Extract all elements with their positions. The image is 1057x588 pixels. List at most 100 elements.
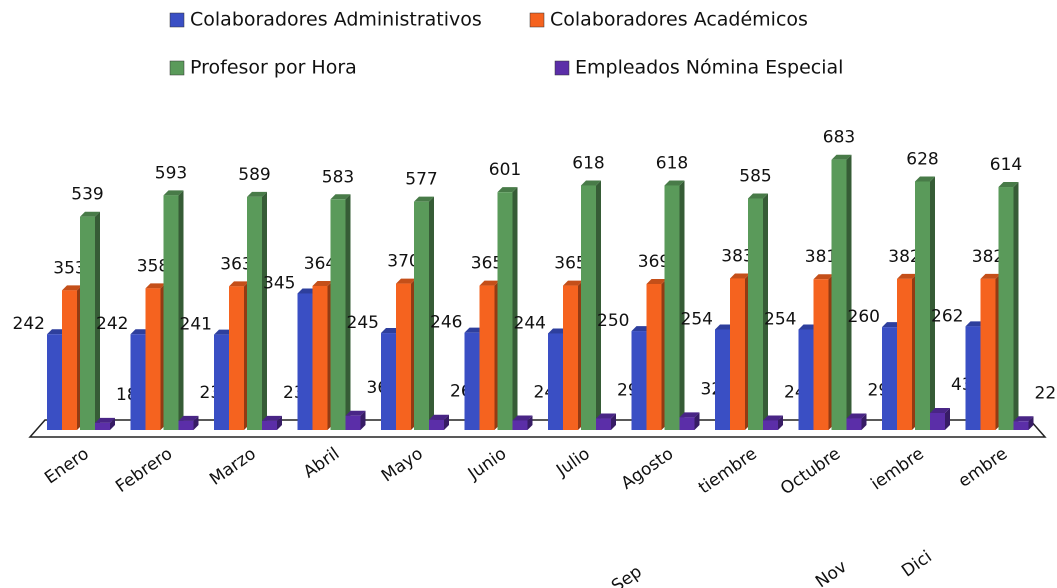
bar-top: [679, 412, 700, 418]
data-label: 382: [888, 247, 920, 267]
bar-side: [611, 413, 616, 430]
annotation: Dici: [898, 547, 936, 582]
bar: [980, 278, 996, 430]
bar-top: [646, 278, 667, 284]
bar-side: [262, 191, 267, 430]
bar: [512, 420, 528, 430]
bar-top: [497, 187, 518, 193]
data-label: 260: [848, 307, 880, 327]
data-label: 583: [322, 167, 354, 187]
bar-top: [664, 180, 685, 186]
data-label: 22: [1035, 383, 1057, 403]
bar: [414, 201, 429, 430]
bar-side: [861, 413, 867, 430]
bar-top: [345, 410, 366, 416]
annotation: Sep: [608, 562, 646, 588]
bar: [748, 198, 763, 430]
bar-top: [62, 285, 82, 291]
bar-side: [193, 415, 199, 430]
data-label: 365: [554, 254, 586, 274]
data-label: 364: [304, 254, 336, 274]
bar-top: [229, 281, 249, 287]
bar: [47, 334, 62, 430]
bar: [581, 185, 596, 430]
bar: [813, 279, 829, 430]
x-tick-label: Julio: [552, 444, 593, 481]
bar: [631, 331, 647, 430]
bar-top: [596, 413, 616, 419]
data-label: 593: [155, 163, 187, 183]
bar: [798, 329, 814, 430]
x-tick-label: Octubre: [777, 444, 844, 499]
bar: [145, 288, 161, 430]
bar: [297, 293, 313, 430]
bar: [62, 290, 77, 430]
data-label: 370: [387, 252, 419, 272]
bar: [178, 420, 194, 430]
legend-label: Colaboradores Administrativos: [190, 9, 482, 31]
data-label: 383: [721, 246, 753, 266]
bar-side: [178, 190, 184, 430]
bar-top: [95, 417, 115, 423]
data-label: 363: [220, 254, 252, 274]
bar-side: [444, 414, 449, 430]
bar-side: [694, 412, 700, 430]
x-tick-label: Marzo: [206, 444, 260, 490]
bar-top: [813, 274, 834, 280]
bar-top: [897, 273, 917, 279]
data-label: 683: [823, 128, 855, 148]
bar-top: [330, 194, 351, 200]
bar: [345, 415, 361, 430]
bar-side: [527, 415, 533, 430]
legend-swatch: [529, 12, 545, 28]
bar-side: [512, 187, 518, 430]
data-label: 254: [764, 309, 796, 329]
bar-top: [414, 196, 434, 202]
data-label: 577: [405, 170, 437, 190]
data-label: 358: [137, 256, 169, 276]
bar-top: [581, 180, 601, 186]
data-label: 250: [597, 311, 629, 331]
bar: [715, 329, 730, 430]
data-label: 369: [638, 252, 670, 272]
bar-top: [479, 280, 500, 286]
bar-top: [563, 280, 583, 286]
data-label: 245: [347, 313, 379, 333]
x-tick-label: Febrero: [112, 444, 176, 497]
bar-side: [429, 196, 434, 430]
bar: [396, 283, 411, 430]
bar-side: [360, 410, 366, 430]
bar-side: [778, 415, 783, 430]
bar: [596, 418, 611, 430]
bar: [80, 216, 95, 430]
bar-top: [831, 154, 852, 160]
bar: [130, 334, 146, 430]
bar: [548, 333, 563, 430]
data-label: 628: [906, 149, 938, 169]
x-tick-label: tiembre: [695, 444, 761, 498]
bar-top: [1013, 416, 1034, 422]
bar-top: [980, 273, 1001, 279]
x-tick-label: iembre: [867, 444, 927, 495]
bar: [429, 419, 444, 430]
bar: [247, 196, 262, 430]
bar: [381, 333, 396, 430]
data-label: 246: [430, 313, 462, 333]
bar-top: [178, 415, 199, 421]
legend-swatch: [554, 60, 570, 76]
bar: [664, 185, 680, 430]
data-label: 382: [972, 247, 1004, 267]
data-label: 539: [71, 185, 103, 205]
data-label: 241: [180, 315, 212, 335]
bar-side: [1013, 182, 1019, 430]
bar: [915, 181, 930, 430]
data-label: 601: [489, 160, 521, 180]
data-label: 365: [471, 254, 503, 274]
bar-side: [95, 211, 100, 430]
bar-side: [596, 180, 601, 430]
x-tick-label: Junio: [464, 444, 510, 485]
bar-top: [930, 407, 950, 413]
data-label: 353: [53, 258, 85, 278]
bar: [330, 199, 346, 430]
